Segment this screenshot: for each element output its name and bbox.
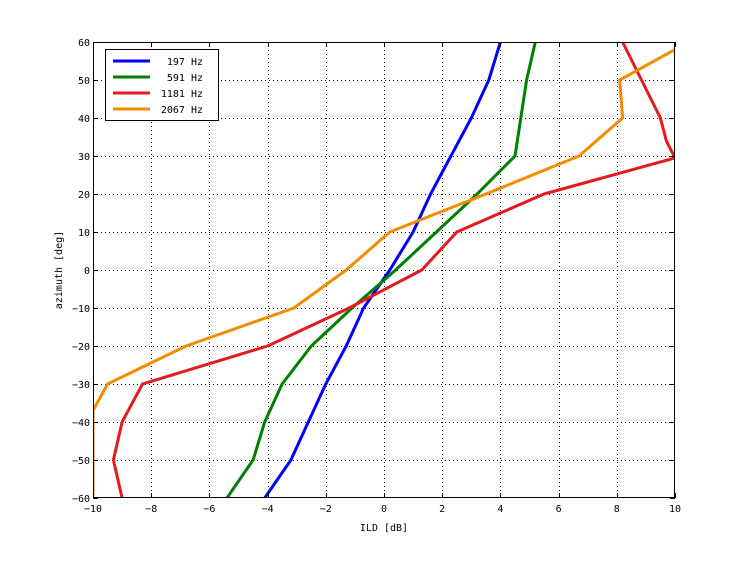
y-tick-label: 20 (78, 190, 90, 201)
y-tick-label: 60 (78, 38, 90, 49)
x-axis-label: ILD [dB] (360, 523, 408, 534)
x-tick-label: 4 (497, 504, 503, 515)
series-line-1181-hz (111, 42, 675, 498)
axis-ticks: −10 −8 −6 −4 −2 0 2 4 6 8 10−60−50−40−30−20−100102… (72, 38, 681, 515)
legend-entry-label: 1181 Hz (161, 89, 203, 100)
legend-entry-label: 591 Hz (167, 73, 203, 84)
x-tick-label: 2 (439, 504, 445, 515)
x-tick-label: 8 (614, 504, 620, 515)
y-tick-label: −20 (72, 342, 90, 353)
y-tick-label: 0 (84, 266, 90, 277)
series-line-591-hz (225, 42, 537, 498)
y-tick-label: 10 (78, 228, 90, 239)
y-tick-label: 40 (78, 114, 90, 125)
y-tick-label: −10 (72, 304, 90, 315)
y-tick-label: 30 (78, 152, 90, 163)
legend: 197 Hz 591 Hz 1181 Hz 2067 Hz (105, 49, 219, 121)
y-tick-label: 50 (78, 76, 90, 87)
x-tick-label: −2 (320, 504, 332, 515)
legend-entry-label: 2067 Hz (161, 105, 203, 116)
x-tick-label: −4 (262, 504, 274, 515)
series-lines (93, 42, 675, 498)
legend-entry-label: 197 Hz (167, 57, 203, 68)
x-tick-label: −6 (203, 504, 215, 515)
series-line-2067-hz (93, 48, 675, 498)
series-line-197-hz (263, 42, 502, 498)
x-tick-label: 0 (381, 504, 387, 515)
y-tick-label: −30 (72, 380, 90, 391)
y-tick-label: −40 (72, 418, 90, 429)
y-axis-label: azimuth [deg] (54, 231, 65, 309)
y-tick-label: −60 (72, 494, 90, 505)
x-tick-label: 6 (556, 504, 562, 515)
x-tick-label: 10 (669, 504, 681, 515)
y-tick-label: −50 (72, 456, 90, 467)
x-tick-label: −10 (84, 504, 102, 515)
x-tick-label: −8 (145, 504, 157, 515)
